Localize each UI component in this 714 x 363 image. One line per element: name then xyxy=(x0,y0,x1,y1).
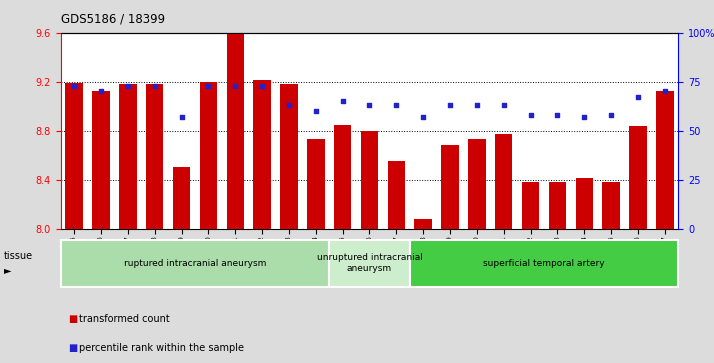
Bar xyxy=(92,91,110,229)
Point xyxy=(605,112,617,118)
Text: superficial temporal artery: superficial temporal artery xyxy=(483,259,605,268)
Point xyxy=(633,94,644,100)
Bar xyxy=(66,83,83,229)
Point xyxy=(149,83,161,89)
Point xyxy=(203,83,214,89)
Point xyxy=(498,102,510,108)
Point xyxy=(444,102,456,108)
Bar xyxy=(522,182,539,229)
Bar xyxy=(388,161,405,229)
Bar xyxy=(468,139,486,229)
Point xyxy=(337,98,348,104)
Text: ■: ■ xyxy=(68,343,77,354)
Point xyxy=(122,83,134,89)
Point xyxy=(69,83,80,89)
Text: unruptured intracranial
aneurysm: unruptured intracranial aneurysm xyxy=(316,253,423,273)
Text: percentile rank within the sample: percentile rank within the sample xyxy=(79,343,243,354)
Point xyxy=(229,83,241,89)
Bar xyxy=(61,240,329,287)
Point xyxy=(391,102,402,108)
Text: tissue: tissue xyxy=(4,251,33,261)
Bar xyxy=(253,81,271,229)
Point xyxy=(283,102,295,108)
Point xyxy=(363,102,375,108)
Point xyxy=(471,102,483,108)
Text: ►: ► xyxy=(4,265,11,275)
Point xyxy=(95,89,106,94)
Bar xyxy=(410,240,678,287)
Bar xyxy=(334,125,351,229)
Bar xyxy=(361,131,378,229)
Bar xyxy=(146,84,164,229)
Point xyxy=(256,83,268,89)
Text: ■: ■ xyxy=(68,314,77,325)
Point xyxy=(176,114,187,120)
Bar xyxy=(226,33,244,229)
Bar xyxy=(575,179,593,229)
Bar xyxy=(307,139,325,229)
Point xyxy=(418,114,429,120)
Bar xyxy=(329,240,410,287)
Point xyxy=(578,114,590,120)
Text: transformed count: transformed count xyxy=(79,314,169,325)
Point xyxy=(659,89,670,94)
Bar xyxy=(280,84,298,229)
Text: ruptured intracranial aneurysm: ruptured intracranial aneurysm xyxy=(124,259,266,268)
Bar xyxy=(441,146,459,229)
Bar xyxy=(629,126,647,229)
Point xyxy=(525,112,536,118)
Bar xyxy=(414,219,432,229)
Bar xyxy=(549,182,566,229)
Bar xyxy=(603,182,620,229)
Bar xyxy=(200,82,217,229)
Text: GDS5186 / 18399: GDS5186 / 18399 xyxy=(61,13,165,26)
Point xyxy=(310,108,321,114)
Bar xyxy=(495,134,513,229)
Bar xyxy=(173,167,190,229)
Bar xyxy=(656,91,673,229)
Bar xyxy=(119,84,136,229)
Point xyxy=(552,112,563,118)
